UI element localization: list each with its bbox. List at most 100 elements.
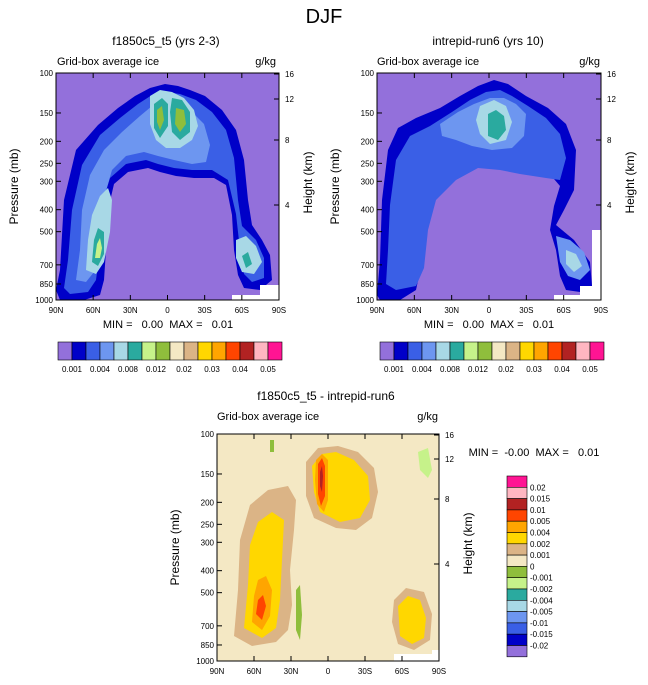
panel-3-colorbar: 0.02 0.015 0.01 0.005 0.004 0.002 0.001 0 -0.001… xyxy=(506,475,553,658)
y-tick-label: 1000 xyxy=(356,296,374,305)
panel-2-right-string: g/kg xyxy=(579,56,600,68)
colorbar-swatch xyxy=(113,341,129,361)
colorbar-swatch xyxy=(407,341,423,361)
colorbar-swatch xyxy=(57,341,73,361)
colorbar-swatch xyxy=(533,341,549,361)
colorbar-swatch xyxy=(506,509,528,522)
y-tick-label: 150 xyxy=(201,470,215,479)
colorbar-swatch xyxy=(519,341,535,361)
colorbar-swatch xyxy=(477,341,493,361)
panel-3-contour-neg-3 xyxy=(270,440,274,452)
panel-2-stats: MIN = 0.00 MAX = 0.01 xyxy=(424,319,554,331)
height-tick-label: 8 xyxy=(607,136,612,145)
panel-2-title: intrepid-run6 (yrs 10) xyxy=(432,34,543,48)
colorbar-swatch xyxy=(449,341,465,361)
colorbar-label: -0.005 xyxy=(530,608,553,617)
colorbar-swatch xyxy=(506,498,528,511)
colorbar-label: 0.001 xyxy=(530,551,551,560)
y-tick-label: 300 xyxy=(201,538,215,547)
y-axis-label: Pressure (mb) xyxy=(328,148,342,224)
colorbar-label: 0.001 xyxy=(62,365,83,374)
panel-3-title: f1850c5_t5 - intrepid-run6 xyxy=(257,389,395,403)
colorbar-label: 0.01 xyxy=(530,506,546,515)
colorbar-label: 0.004 xyxy=(530,529,551,538)
colorbar-swatch xyxy=(506,520,528,533)
y-tick-label: 500 xyxy=(361,228,375,237)
y-tick-label: 1000 xyxy=(196,657,214,666)
colorbar-swatch xyxy=(169,341,185,361)
panel-2-left-string: Grid-box average ice xyxy=(377,56,479,68)
colorbar-swatch xyxy=(211,341,227,361)
colorbar-label: -0.01 xyxy=(530,619,549,628)
colorbar-swatch xyxy=(506,588,528,601)
y-tick-label: 100 xyxy=(40,69,54,78)
y-tick-label: 250 xyxy=(361,159,375,168)
colorbar-label: 0.005 xyxy=(530,517,551,526)
colorbar-swatch xyxy=(183,341,199,361)
height-tick-label: 12 xyxy=(607,95,616,104)
y-tick-label: 850 xyxy=(361,280,375,289)
x-tick-label: 30N xyxy=(284,667,299,676)
height-tick-label: 4 xyxy=(445,560,450,569)
y-tick-label: 200 xyxy=(40,137,54,146)
panel-2-colorbar: 0.001 0.004 0.008 0.012 0.02 0.03 0.04 0.05 xyxy=(379,341,605,374)
colorbar-swatch xyxy=(505,341,521,361)
colorbar-swatch xyxy=(85,341,101,361)
x-tick-label: 0 xyxy=(165,306,170,315)
colorbar-label: 0.008 xyxy=(118,365,139,374)
x-tick-label: 90N xyxy=(49,306,64,315)
y-tick-label: 700 xyxy=(40,261,54,270)
panel-2-contour-l2 xyxy=(386,90,566,290)
panel-3-plot xyxy=(216,433,440,662)
y-axis-right-label: Height (km) xyxy=(623,151,637,213)
panel-3-contour-nh-l4 xyxy=(256,595,266,620)
y-tick-label: 700 xyxy=(361,261,375,270)
panel-2-contour-sh-l3 xyxy=(566,250,582,272)
colorbar-swatch xyxy=(141,341,157,361)
panel-3-contour-neg-2 xyxy=(418,448,432,478)
panel-1-missing-data xyxy=(232,285,279,300)
colorbar-swatch xyxy=(127,341,143,361)
colorbar-label: -0.002 xyxy=(530,585,553,594)
colorbar-label: 0.02 xyxy=(176,365,192,374)
panel-2-contour-l5 xyxy=(488,110,506,140)
colorbar-swatch xyxy=(393,341,409,361)
y-tick-label: 250 xyxy=(40,159,54,168)
colorbar-label: 0.008 xyxy=(440,365,461,374)
colorbar-swatch xyxy=(239,341,255,361)
colorbar-swatch xyxy=(463,341,479,361)
y-tick-label: 150 xyxy=(40,109,54,118)
x-tick-label: 90S xyxy=(594,306,608,315)
x-tick-label: 30S xyxy=(519,306,533,315)
x-tick-label: 30N xyxy=(123,306,138,315)
height-tick-label: 8 xyxy=(445,495,450,504)
height-tick-label: 16 xyxy=(607,70,616,79)
y-tick-label: 500 xyxy=(40,228,54,237)
x-tick-label: 30N xyxy=(444,306,459,315)
y-tick-label: 400 xyxy=(201,567,215,576)
height-tick-label: 4 xyxy=(285,201,290,210)
panel-1-contour-tropics-l7 xyxy=(157,106,164,130)
y-tick-label: 700 xyxy=(201,622,215,631)
x-tick-label: 60S xyxy=(235,306,249,315)
panel-3-contour-tropics-l5 xyxy=(320,466,323,492)
y-tick-label: 400 xyxy=(361,206,375,215)
colorbar-label: 0.012 xyxy=(146,365,167,374)
colorbar-swatch xyxy=(506,577,528,590)
x-tick-label: 60S xyxy=(395,667,409,676)
x-tick-label: 60S xyxy=(557,306,571,315)
y-tick-label: 100 xyxy=(361,69,375,78)
y-tick-label: 1000 xyxy=(35,296,53,305)
y-axis-label: Pressure (mb) xyxy=(168,509,182,585)
x-tick-label: 30S xyxy=(198,306,212,315)
panel-1-contour-tropics-l7b xyxy=(175,108,186,132)
panel-3-axes: 90N 60N 30N 0 30S 60S 90S 100 150 200 250 300 400 500… xyxy=(168,430,475,676)
y-tick-label: 500 xyxy=(201,589,215,598)
colorbar-swatch xyxy=(435,341,451,361)
colorbar-swatch xyxy=(267,341,283,361)
x-tick-label: 90N xyxy=(370,306,385,315)
colorbar-label: 0.012 xyxy=(468,365,489,374)
panel-1-left-string: Grid-box average ice xyxy=(57,56,159,68)
x-tick-label: 90N xyxy=(210,667,225,676)
